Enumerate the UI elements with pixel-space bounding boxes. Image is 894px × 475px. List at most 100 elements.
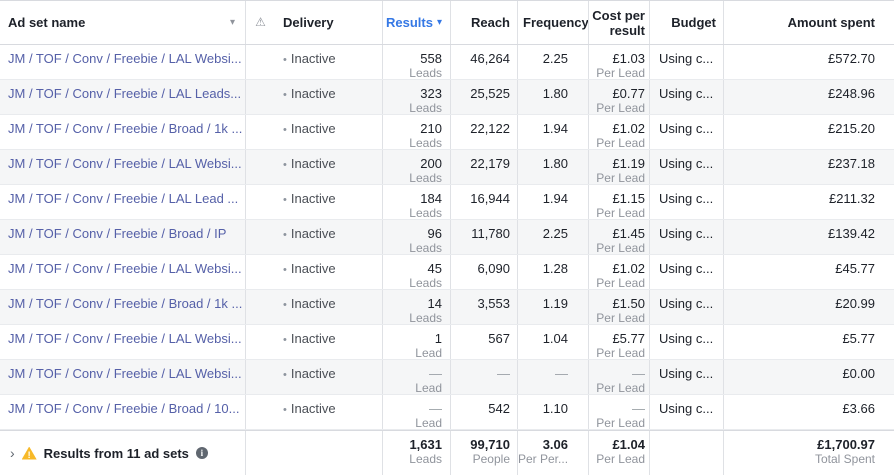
cost-per-result-cell: — Per Lead: [588, 395, 649, 429]
ad-set-name-link[interactable]: JM / TOF / Conv / Freebie / LAL Leads...: [8, 86, 242, 101]
reach-cell: 22,122: [450, 115, 517, 149]
cost-per-result-cell: £5.77 Per Lead: [588, 325, 649, 359]
budget-value: Using c...: [659, 51, 714, 66]
budget-cell[interactable]: Using c...: [649, 115, 723, 149]
delivery-status-text: Inactive: [290, 261, 336, 276]
results-value: 323: [420, 86, 442, 101]
table-row: JM / TOF / Conv / Freebie / LAL Websi...…: [0, 150, 894, 185]
column-header-amount-spent[interactable]: Amount spent: [723, 1, 894, 44]
ad-set-name-cell: JM / TOF / Conv / Freebie / Broad / 10..…: [0, 395, 245, 429]
cost-per-result-unit: Per Lead: [596, 416, 645, 429]
ad-set-name-link[interactable]: JM / TOF / Conv / Freebie / LAL Websi...: [8, 261, 242, 276]
status-dot-icon: •: [283, 334, 287, 346]
info-icon[interactable]: i: [195, 447, 208, 459]
amount-spent-cell: £572.70: [723, 45, 894, 79]
column-header-delivery[interactable]: Delivery: [283, 15, 334, 30]
frequency-cell: 1.94: [517, 185, 588, 219]
amount-spent-value: £572.70: [828, 51, 875, 66]
cost-per-result-unit: Per Lead: [596, 206, 645, 219]
budget-value: Using c...: [659, 86, 714, 101]
results-value: 45: [427, 261, 442, 276]
cost-per-result-value: £1.50: [612, 296, 645, 311]
ad-set-name-link[interactable]: JM / TOF / Conv / Freebie / Broad / 1k .…: [8, 121, 243, 136]
results-value: 96: [427, 226, 442, 241]
results-unit: Leads: [409, 311, 442, 324]
budget-cell[interactable]: Using c...: [649, 255, 723, 289]
status-dot-icon: •: [283, 299, 287, 311]
results-unit: Lead: [415, 346, 442, 359]
ad-set-name-link[interactable]: JM / TOF / Conv / Freebie / Broad / IP: [8, 226, 227, 241]
budget-cell[interactable]: Using c...: [649, 185, 723, 219]
cost-per-result-unit: Per Lead: [596, 66, 645, 79]
cost-per-result-value: £0.77: [612, 86, 645, 101]
cost-per-result-value: £1.03: [612, 51, 645, 66]
expand-chevron-icon[interactable]: ›: [10, 444, 15, 461]
reach-value: 567: [488, 331, 510, 346]
budget-cell[interactable]: Using c...: [649, 45, 723, 79]
status-dot-icon: •: [283, 194, 287, 206]
column-header-cost-per-result[interactable]: Cost per result: [588, 1, 649, 44]
delivery-status: • Inactive: [275, 395, 382, 429]
footer-total-frequency: 3.06 Per Per...: [517, 431, 588, 475]
budget-cell[interactable]: Using c...: [649, 325, 723, 359]
frequency-value: 1.94: [542, 121, 568, 136]
results-cell: — Lead: [382, 395, 450, 429]
amount-spent-cell: £215.20: [723, 115, 894, 149]
budget-cell[interactable]: Using c...: [649, 150, 723, 184]
status-dot-icon: •: [283, 404, 287, 416]
status-dot-icon: •: [283, 369, 287, 381]
results-sort-caret-icon: ▾: [436, 17, 442, 28]
budget-cell[interactable]: Using c...: [649, 290, 723, 324]
budget-value: Using c...: [659, 401, 714, 416]
ad-set-name-link[interactable]: JM / TOF / Conv / Freebie / LAL Websi...: [8, 366, 242, 381]
results-unit: Leads: [409, 241, 442, 254]
reach-value: 46,264: [470, 51, 510, 66]
frequency-value: 1.28: [542, 261, 568, 276]
column-header-results[interactable]: Results ▾: [382, 1, 450, 44]
footer-total-results: 1,631 Leads: [382, 431, 450, 475]
budget-cell[interactable]: Using c...: [649, 395, 723, 429]
results-value: —: [429, 366, 442, 381]
column-header-reach[interactable]: Reach: [450, 1, 517, 44]
ad-set-name-link[interactable]: JM / TOF / Conv / Freebie / Broad / 1k .…: [8, 296, 243, 311]
results-value: 558: [420, 51, 442, 66]
amount-spent-cell: £20.99: [723, 290, 894, 324]
table-header: Ad set name ▾ ⚠ Delivery Results ▾ Reach…: [0, 1, 894, 45]
budget-value: Using c...: [659, 156, 714, 171]
ad-set-name-link[interactable]: JM / TOF / Conv / Freebie / LAL Lead ...: [8, 191, 239, 206]
results-cell: 323 Leads: [382, 80, 450, 114]
amount-spent-cell: £237.18: [723, 150, 894, 184]
frequency-cell: 2.25: [517, 220, 588, 254]
budget-cell[interactable]: Using c...: [649, 220, 723, 254]
results-cell: 96 Leads: [382, 220, 450, 254]
ad-set-name-link[interactable]: JM / TOF / Conv / Freebie / LAL Websi...: [8, 331, 242, 346]
cost-per-result-cell: — Per Lead: [588, 360, 649, 394]
ad-set-name-cell: JM / TOF / Conv / Freebie / Broad / 1k .…: [0, 290, 245, 324]
footer-warning-icon: !: [21, 446, 37, 460]
status-dot-icon: •: [283, 229, 287, 241]
delivery-status: • Inactive: [275, 45, 382, 79]
table-row: JM / TOF / Conv / Freebie / LAL Lead ...…: [0, 185, 894, 220]
budget-cell[interactable]: Using c...: [649, 360, 723, 394]
column-header-budget[interactable]: Budget: [649, 1, 723, 44]
results-value: 210: [420, 121, 442, 136]
column-header-frequency[interactable]: Frequency: [517, 1, 588, 44]
delivery-status-text: Inactive: [290, 121, 336, 136]
budget-cell[interactable]: Using c...: [649, 80, 723, 114]
ad-set-name-cell: JM / TOF / Conv / Freebie / LAL Websi...: [0, 45, 245, 79]
reach-cell: 22,179: [450, 150, 517, 184]
results-cell: 558 Leads: [382, 45, 450, 79]
frequency-value: 1.10: [542, 401, 568, 416]
frequency-value: 1.94: [542, 191, 568, 206]
results-unit: Leads: [409, 101, 442, 114]
frequency-cell: 2.25: [517, 45, 588, 79]
amount-spent-cell: £45.77: [723, 255, 894, 289]
ad-set-name-link[interactable]: JM / TOF / Conv / Freebie / Broad / 10..…: [8, 401, 240, 416]
ad-set-name-link[interactable]: JM / TOF / Conv / Freebie / LAL Websi...: [8, 156, 242, 171]
ad-set-name-cell: JM / TOF / Conv / Freebie / LAL Leads...: [0, 80, 245, 114]
ad-set-name-link[interactable]: JM / TOF / Conv / Freebie / LAL Websi...: [8, 51, 242, 66]
column-header-ad-set-name[interactable]: Ad set name ▾: [0, 1, 245, 44]
cost-per-result-cell: £1.45 Per Lead: [588, 220, 649, 254]
amount-spent-value: £5.77: [842, 331, 875, 346]
